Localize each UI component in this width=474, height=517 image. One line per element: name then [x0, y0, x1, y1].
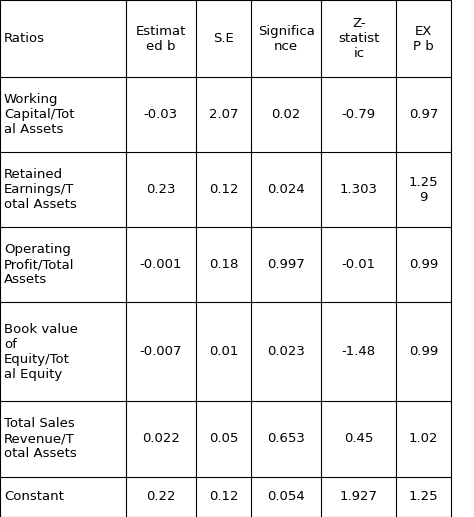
- Text: Significa
nce: Significa nce: [258, 24, 315, 53]
- Text: Constant: Constant: [4, 490, 64, 503]
- Text: EX
P b: EX P b: [413, 24, 434, 53]
- Text: -0.007: -0.007: [139, 345, 182, 358]
- Text: 1.25: 1.25: [409, 490, 438, 503]
- Text: 0.653: 0.653: [267, 433, 305, 446]
- Text: 0.023: 0.023: [267, 345, 305, 358]
- Text: 0.024: 0.024: [267, 183, 305, 196]
- Text: Operating
Profit/Total
Assets: Operating Profit/Total Assets: [4, 243, 74, 286]
- Text: Estimat
ed b: Estimat ed b: [136, 24, 186, 53]
- Text: -0.03: -0.03: [144, 108, 178, 121]
- Text: 1.25
9: 1.25 9: [409, 176, 438, 204]
- Text: -1.48: -1.48: [342, 345, 376, 358]
- Text: 0.18: 0.18: [209, 258, 238, 271]
- Text: 0.23: 0.23: [146, 183, 175, 196]
- Text: 0.97: 0.97: [409, 108, 438, 121]
- Text: 0.05: 0.05: [209, 433, 238, 446]
- Text: 0.45: 0.45: [344, 433, 374, 446]
- Text: -0.01: -0.01: [342, 258, 376, 271]
- Text: Total Sales
Revenue/T
otal Assets: Total Sales Revenue/T otal Assets: [4, 418, 76, 461]
- Text: S.E: S.E: [213, 32, 234, 45]
- Text: 0.022: 0.022: [142, 433, 180, 446]
- Text: Ratios: Ratios: [4, 32, 45, 45]
- Text: 0.01: 0.01: [209, 345, 238, 358]
- Text: -0.79: -0.79: [342, 108, 376, 121]
- Text: 1.02: 1.02: [409, 433, 438, 446]
- Text: Z-
statist
ic: Z- statist ic: [338, 17, 380, 60]
- Text: 1.927: 1.927: [340, 490, 378, 503]
- Text: 0.997: 0.997: [267, 258, 305, 271]
- Text: 0.99: 0.99: [409, 258, 438, 271]
- Text: 0.054: 0.054: [267, 490, 305, 503]
- Text: 0.12: 0.12: [209, 490, 238, 503]
- Text: 0.02: 0.02: [272, 108, 301, 121]
- Text: Working
Capital/Tot
al Assets: Working Capital/Tot al Assets: [4, 93, 74, 136]
- Text: -0.001: -0.001: [139, 258, 182, 271]
- Text: Retained
Earnings/T
otal Assets: Retained Earnings/T otal Assets: [4, 168, 76, 211]
- Text: 0.99: 0.99: [409, 345, 438, 358]
- Text: 1.303: 1.303: [340, 183, 378, 196]
- Text: 0.22: 0.22: [146, 490, 175, 503]
- Text: 2.07: 2.07: [209, 108, 238, 121]
- Text: 0.12: 0.12: [209, 183, 238, 196]
- Text: Book value
of
Equity/Tot
al Equity: Book value of Equity/Tot al Equity: [4, 323, 78, 381]
